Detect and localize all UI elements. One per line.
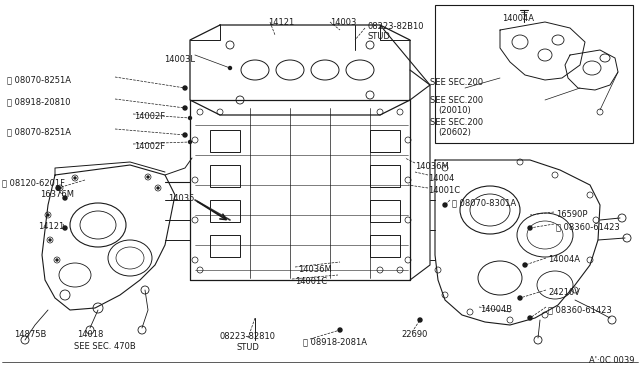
Text: A'·0C 0039: A'·0C 0039 (589, 356, 635, 365)
Circle shape (183, 86, 187, 90)
Text: 14004A: 14004A (502, 14, 534, 23)
Circle shape (59, 187, 61, 189)
Bar (370, 235, 400, 257)
Circle shape (49, 239, 51, 241)
Bar (370, 200, 400, 222)
Circle shape (183, 133, 187, 137)
Text: STUD: STUD (367, 32, 390, 41)
Circle shape (528, 316, 532, 320)
Text: Ⓑ 08070-8251A: Ⓑ 08070-8251A (7, 127, 71, 136)
Text: 14018: 14018 (77, 330, 103, 339)
Circle shape (47, 214, 49, 216)
Text: 14036M: 14036M (298, 265, 332, 274)
Circle shape (189, 116, 191, 119)
Text: 14002F: 14002F (134, 142, 165, 151)
Bar (210, 235, 240, 257)
Text: 14035: 14035 (168, 194, 195, 203)
Text: 14875B: 14875B (14, 330, 46, 339)
Text: Ⓢ 08360-61423: Ⓢ 08360-61423 (556, 222, 620, 231)
Text: 16590P: 16590P (556, 210, 588, 219)
Text: 14004A: 14004A (548, 255, 580, 264)
Text: 14121: 14121 (38, 222, 64, 231)
Circle shape (74, 177, 76, 179)
Text: (20010): (20010) (438, 106, 471, 115)
Text: 14001C: 14001C (428, 186, 460, 195)
Bar (210, 130, 240, 152)
Text: Ⓢ 08360-61423: Ⓢ 08360-61423 (548, 305, 612, 314)
Circle shape (157, 187, 159, 189)
Bar (370, 165, 400, 187)
Circle shape (56, 186, 60, 190)
Text: 14003L: 14003L (164, 55, 195, 64)
Text: 14121: 14121 (268, 18, 294, 27)
Text: SEE SEC.200: SEE SEC.200 (430, 78, 483, 87)
Circle shape (56, 259, 58, 261)
Text: Ⓝ 08918-20810: Ⓝ 08918-20810 (7, 97, 70, 106)
Circle shape (523, 263, 527, 267)
Circle shape (418, 318, 422, 322)
Text: Ⓝ 08918-2081A: Ⓝ 08918-2081A (303, 337, 367, 346)
Bar (210, 200, 240, 222)
Circle shape (338, 328, 342, 332)
Circle shape (228, 67, 232, 70)
Bar (210, 165, 240, 187)
Circle shape (63, 196, 67, 200)
Text: 14036M: 14036M (415, 162, 449, 171)
Circle shape (147, 176, 149, 178)
Text: 14003: 14003 (330, 18, 356, 27)
Bar (370, 130, 400, 152)
Text: 14004B: 14004B (480, 305, 512, 314)
Circle shape (183, 106, 187, 110)
Circle shape (189, 141, 191, 144)
Text: (20602): (20602) (438, 128, 471, 137)
Circle shape (518, 296, 522, 300)
Text: 16376M: 16376M (40, 190, 74, 199)
Text: 08223-82810: 08223-82810 (220, 332, 276, 341)
Circle shape (63, 226, 67, 230)
Text: 24210V: 24210V (548, 288, 580, 297)
Bar (435, 5, 633, 143)
Text: STUD: STUD (237, 343, 259, 352)
Text: Ⓑ 08120-6201F: Ⓑ 08120-6201F (2, 178, 65, 187)
Text: Ⓑ 08070-8301A: Ⓑ 08070-8301A (452, 198, 516, 207)
Text: SEE SEC.200: SEE SEC.200 (430, 118, 483, 127)
Circle shape (528, 226, 532, 230)
Text: 14001C: 14001C (295, 277, 327, 286)
Text: SEE SEC. 470B: SEE SEC. 470B (74, 342, 136, 351)
Circle shape (443, 203, 447, 207)
Text: SEE SEC.200: SEE SEC.200 (430, 96, 483, 105)
Text: Ⓑ 08070-8251A: Ⓑ 08070-8251A (7, 75, 71, 84)
Text: 14002F: 14002F (134, 112, 165, 121)
Text: 22690: 22690 (402, 330, 428, 339)
Text: 08223-82B10: 08223-82B10 (367, 22, 424, 31)
Text: 14004: 14004 (428, 174, 454, 183)
